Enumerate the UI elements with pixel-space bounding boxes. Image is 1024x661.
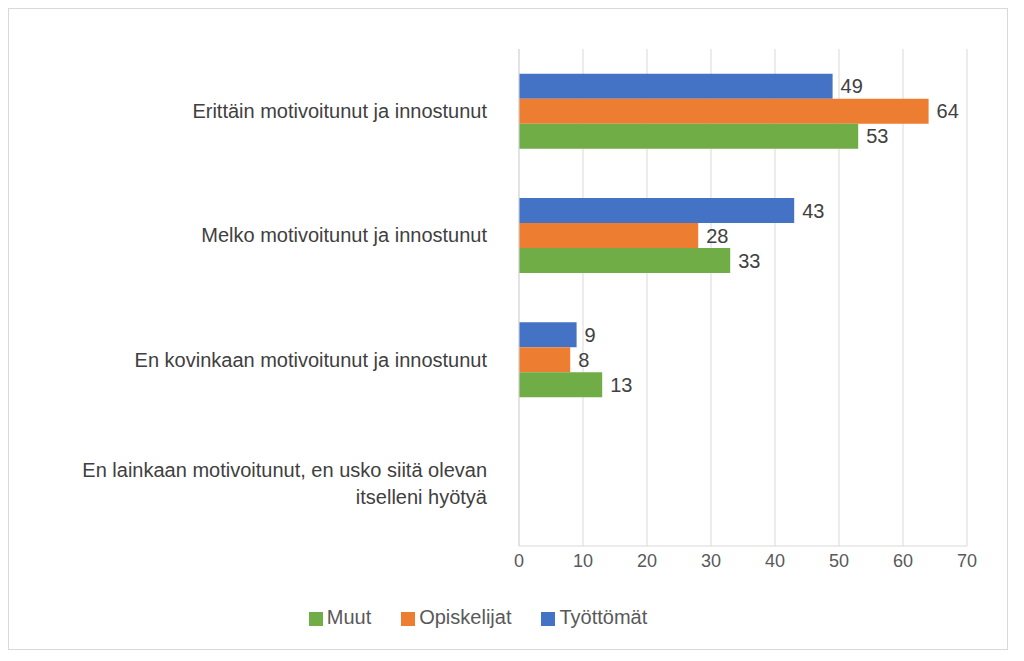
svg-text:0: 0 <box>514 551 524 571</box>
svg-text:60: 60 <box>893 551 913 571</box>
svg-text:20: 20 <box>637 551 657 571</box>
svg-text:Melko motivoitunut ja innostun: Melko motivoitunut ja innostunut <box>201 224 487 246</box>
svg-text:30: 30 <box>701 551 721 571</box>
svg-text:En kovinkaan motivoitunut ja i: En kovinkaan motivoitunut ja innostunut <box>135 349 488 371</box>
svg-text:49: 49 <box>841 75 863 97</box>
svg-text:En lainkaan motivoitunut, en u: En lainkaan motivoitunut, en usko siitä … <box>82 459 488 508</box>
svg-text:50: 50 <box>829 551 849 571</box>
html-text:Opiskelijat: Opiskelijat <box>419 606 512 628</box>
svg-text:33: 33 <box>738 250 760 272</box>
svg-text:40: 40 <box>765 551 785 571</box>
svg-text:53: 53 <box>866 125 888 147</box>
svg-text:13: 13 <box>610 374 632 396</box>
svg-text:10: 10 <box>573 551 593 571</box>
svg-text:8: 8 <box>578 349 589 371</box>
svg-text:43: 43 <box>802 200 824 222</box>
svg-text:64: 64 <box>937 100 959 122</box>
svg-text:Erittäin motivoitunut ja innos: Erittäin motivoitunut ja innostunut <box>192 100 487 122</box>
html-text:Työttömät: Työttömät <box>559 606 648 628</box>
svg-text:70: 70 <box>957 551 977 571</box>
html-text:Muut: Muut <box>326 606 372 628</box>
svg-text:9: 9 <box>585 324 596 346</box>
svg-text:28: 28 <box>706 225 728 247</box>
